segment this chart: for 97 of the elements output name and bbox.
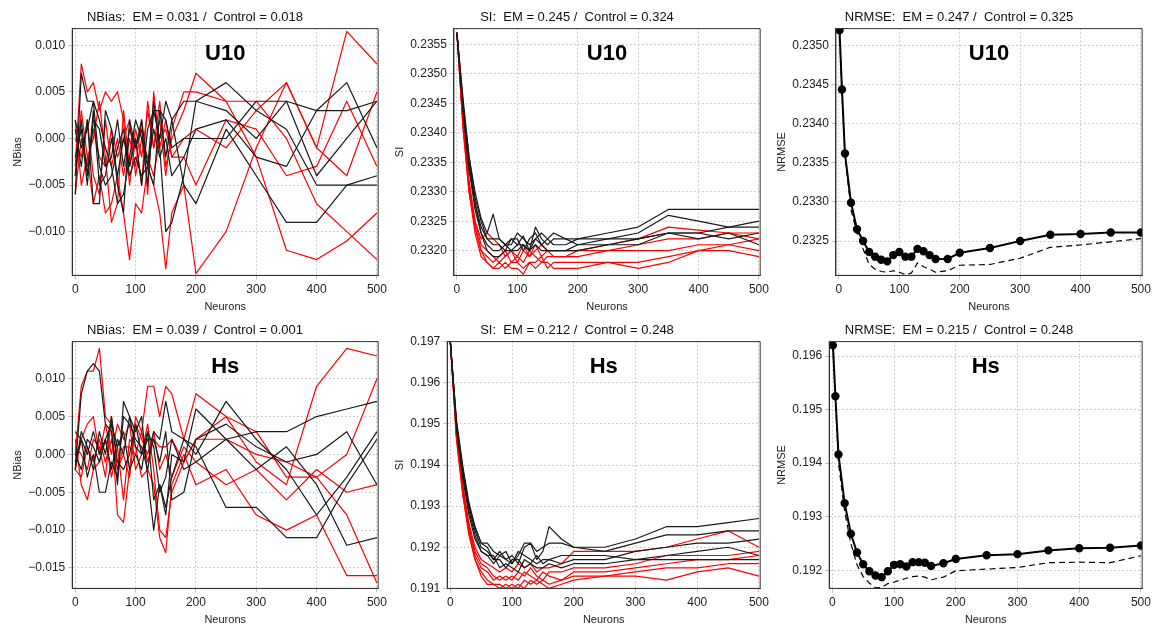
x-tick-label: 300	[246, 281, 267, 296]
x-tick-label: 500	[1130, 594, 1152, 609]
chart-title: SI: EM = 0.245 / Control = 0.324	[480, 9, 674, 25]
x-tick-label: 200	[563, 594, 585, 609]
x-tick-label: 500	[748, 594, 770, 609]
y-tick-label: 0.2340	[410, 125, 448, 140]
y-tick-label: −0.010	[28, 223, 66, 238]
x-tick-label: 500	[366, 281, 388, 296]
x-tick-label: 400	[306, 281, 327, 296]
x-tick-label: 200	[185, 281, 207, 296]
y-tick-label: 0.194	[792, 455, 823, 470]
annotation: U10	[586, 39, 628, 65]
y-axis-title: NBias	[10, 136, 23, 167]
x-axis-title: Neurons	[204, 613, 247, 626]
y-axis-title: NRMSE	[774, 132, 787, 172]
y-tick-label: 0.2350	[792, 38, 830, 53]
x-axis-title: Neurons	[582, 613, 625, 626]
annotation: Hs	[589, 352, 618, 378]
x-tick-label: 500	[366, 594, 388, 609]
y-axis-title: NRMSE	[774, 445, 787, 485]
chart-title: SI: EM = 0.212 / Control = 0.248	[480, 322, 674, 338]
x-tick-label: 100	[884, 594, 905, 609]
x-tick-label: 300	[625, 594, 646, 609]
x-tick-label: 300	[1007, 594, 1028, 609]
x-tick-label: 400	[306, 594, 327, 609]
x-tick-label: 0	[446, 594, 454, 609]
annotation: U10	[968, 39, 1010, 65]
y-tick-label: 0.196	[792, 348, 823, 363]
x-axis-title: Neurons	[204, 300, 247, 313]
x-tick-label: 200	[945, 594, 967, 609]
y-tick-label: 0.2320	[410, 242, 448, 257]
x-tick-label: 300	[246, 594, 267, 609]
y-tick-label: 0.196	[410, 375, 441, 390]
y-tick-label: 0.2355	[410, 36, 448, 51]
x-tick-label: 400	[687, 594, 708, 609]
y-tick-label: 0.195	[792, 401, 823, 416]
y-tick-label: 0.191	[410, 580, 441, 595]
y-tick-label: 0.197	[410, 333, 441, 348]
y-tick-label: 0.000	[35, 130, 66, 145]
y-tick-label: 0.2330	[792, 194, 830, 209]
y-tick-label: 0.010	[35, 37, 66, 52]
x-tick-label: 0	[835, 281, 843, 296]
chart-title: NRMSE: EM = 0.247 / Control = 0.325	[844, 9, 1074, 25]
y-tick-label: 0.2345	[410, 95, 448, 110]
y-tick-label: 0.010	[35, 371, 66, 386]
annotation: Hs	[211, 352, 240, 378]
x-tick-label: 300	[628, 281, 649, 296]
x-tick-label: 100	[125, 594, 146, 609]
y-tick-label: 0.192	[410, 539, 441, 554]
y-axis-title: NBias	[10, 449, 23, 480]
y-tick-label: 0.2325	[792, 233, 830, 248]
y-tick-label: 0.195	[410, 416, 441, 431]
x-tick-label: 0	[71, 281, 79, 296]
chart-title: NRMSE: EM = 0.215 / Control = 0.248	[844, 322, 1074, 338]
x-tick-label: 0	[453, 281, 461, 296]
y-tick-label: 0.2345	[792, 77, 830, 92]
x-tick-label: 400	[1069, 594, 1090, 609]
y-tick-label: 0.193	[792, 508, 823, 523]
chart-title: NBias: EM = 0.039 / Control = 0.001	[86, 322, 304, 338]
y-tick-label: 0.2335	[410, 154, 448, 169]
y-axis-title: SI	[392, 146, 405, 158]
x-tick-label: 200	[567, 281, 589, 296]
y-tick-label: 0.193	[410, 498, 441, 513]
y-tick-label: −0.010	[28, 522, 66, 537]
x-tick-label: 200	[949, 281, 971, 296]
x-tick-label: 0	[71, 594, 79, 609]
x-tick-label: 200	[185, 594, 207, 609]
x-tick-label: 400	[1070, 281, 1091, 296]
y-tick-label: 0.2325	[410, 213, 448, 228]
x-tick-label: 100	[125, 281, 146, 296]
y-tick-label: 0.000	[35, 446, 66, 461]
y-tick-label: 0.005	[35, 408, 66, 423]
x-axis-title: Neurons	[964, 613, 1007, 626]
y-tick-label: 0.2330	[410, 184, 448, 199]
y-tick-label: 0.2340	[792, 116, 830, 131]
annotation: U10	[205, 39, 246, 65]
x-tick-label: 100	[507, 281, 528, 296]
x-axis-title: Neurons	[968, 300, 1011, 313]
y-tick-label: 0.2335	[792, 155, 830, 170]
x-tick-label: 0	[828, 594, 836, 609]
x-tick-label: 300	[1010, 281, 1031, 296]
x-tick-label: 500	[748, 281, 770, 296]
y-tick-label: 0.192	[792, 562, 823, 577]
y-axis-title: SI	[392, 459, 405, 471]
x-axis-title: Neurons	[586, 300, 629, 313]
y-tick-label: 0.005	[35, 84, 66, 99]
y-tick-label: 0.194	[410, 457, 441, 472]
x-tick-label: 400	[688, 281, 709, 296]
y-tick-label: 0.2350	[410, 66, 448, 81]
annotation: Hs	[971, 352, 1000, 378]
chart-title: NBias: EM = 0.031 / Control = 0.018	[86, 9, 304, 25]
y-tick-label: −0.005	[28, 177, 66, 192]
x-tick-label: 500	[1130, 281, 1152, 296]
x-tick-label: 100	[502, 594, 523, 609]
y-tick-label: −0.015	[28, 560, 66, 575]
y-tick-label: −0.005	[28, 484, 66, 499]
x-tick-label: 100	[889, 281, 910, 296]
